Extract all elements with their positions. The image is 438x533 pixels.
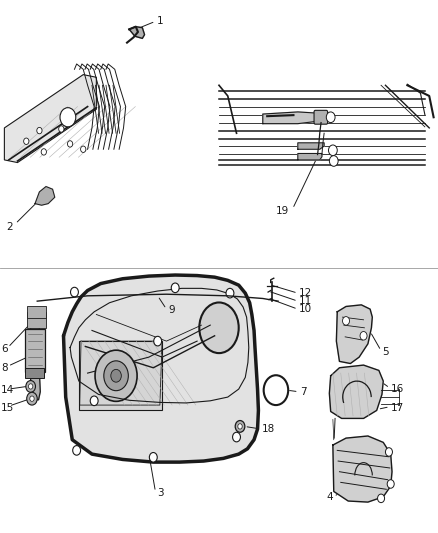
Text: 2: 2	[7, 222, 13, 231]
Polygon shape	[298, 154, 322, 160]
Text: 19: 19	[276, 206, 289, 215]
Circle shape	[73, 446, 81, 455]
Polygon shape	[298, 143, 324, 149]
FancyBboxPatch shape	[27, 312, 46, 328]
Circle shape	[329, 156, 338, 166]
Text: 11: 11	[299, 296, 312, 306]
Polygon shape	[129, 27, 145, 38]
Circle shape	[90, 396, 98, 406]
Circle shape	[24, 138, 29, 144]
FancyBboxPatch shape	[314, 110, 328, 124]
Circle shape	[343, 317, 350, 325]
Circle shape	[95, 350, 137, 401]
Circle shape	[26, 381, 35, 392]
Circle shape	[385, 448, 392, 456]
Text: 7: 7	[300, 387, 307, 397]
Text: 1: 1	[157, 17, 163, 26]
Circle shape	[328, 145, 337, 156]
Text: 17: 17	[391, 403, 404, 413]
FancyBboxPatch shape	[25, 329, 45, 372]
Circle shape	[60, 108, 76, 127]
Text: 16: 16	[391, 384, 404, 394]
Circle shape	[360, 332, 367, 340]
Text: 12: 12	[299, 288, 312, 298]
Polygon shape	[4, 75, 96, 163]
Circle shape	[71, 287, 78, 297]
Circle shape	[171, 283, 179, 293]
Circle shape	[41, 149, 46, 155]
Text: 14: 14	[1, 385, 14, 395]
Circle shape	[149, 453, 157, 462]
FancyBboxPatch shape	[79, 341, 162, 410]
Circle shape	[81, 146, 86, 152]
Ellipse shape	[199, 303, 239, 353]
Circle shape	[326, 112, 335, 123]
Circle shape	[264, 375, 288, 405]
Circle shape	[37, 127, 42, 134]
Circle shape	[235, 421, 245, 432]
Polygon shape	[336, 305, 372, 364]
Text: 10: 10	[299, 304, 312, 314]
Circle shape	[111, 369, 121, 382]
FancyBboxPatch shape	[27, 306, 46, 318]
Circle shape	[387, 480, 394, 488]
Text: 4: 4	[326, 492, 333, 502]
Circle shape	[226, 288, 234, 298]
Text: 3: 3	[157, 488, 163, 498]
Circle shape	[27, 392, 37, 405]
Polygon shape	[333, 436, 392, 502]
Circle shape	[28, 384, 33, 389]
Text: 8: 8	[1, 363, 7, 373]
Polygon shape	[329, 365, 383, 418]
Circle shape	[233, 432, 240, 442]
Polygon shape	[31, 314, 40, 400]
Circle shape	[238, 424, 242, 429]
Polygon shape	[64, 275, 258, 462]
Polygon shape	[263, 112, 320, 124]
FancyBboxPatch shape	[25, 368, 44, 378]
Polygon shape	[35, 187, 55, 205]
Circle shape	[59, 126, 64, 132]
Text: 15: 15	[1, 403, 14, 413]
Circle shape	[378, 494, 385, 503]
Text: 5: 5	[382, 347, 389, 357]
Text: 6: 6	[1, 344, 7, 354]
Circle shape	[154, 336, 162, 346]
Circle shape	[30, 396, 34, 401]
Circle shape	[104, 361, 128, 391]
Text: 9: 9	[169, 305, 175, 315]
Text: 18: 18	[262, 424, 275, 434]
Circle shape	[67, 141, 73, 147]
